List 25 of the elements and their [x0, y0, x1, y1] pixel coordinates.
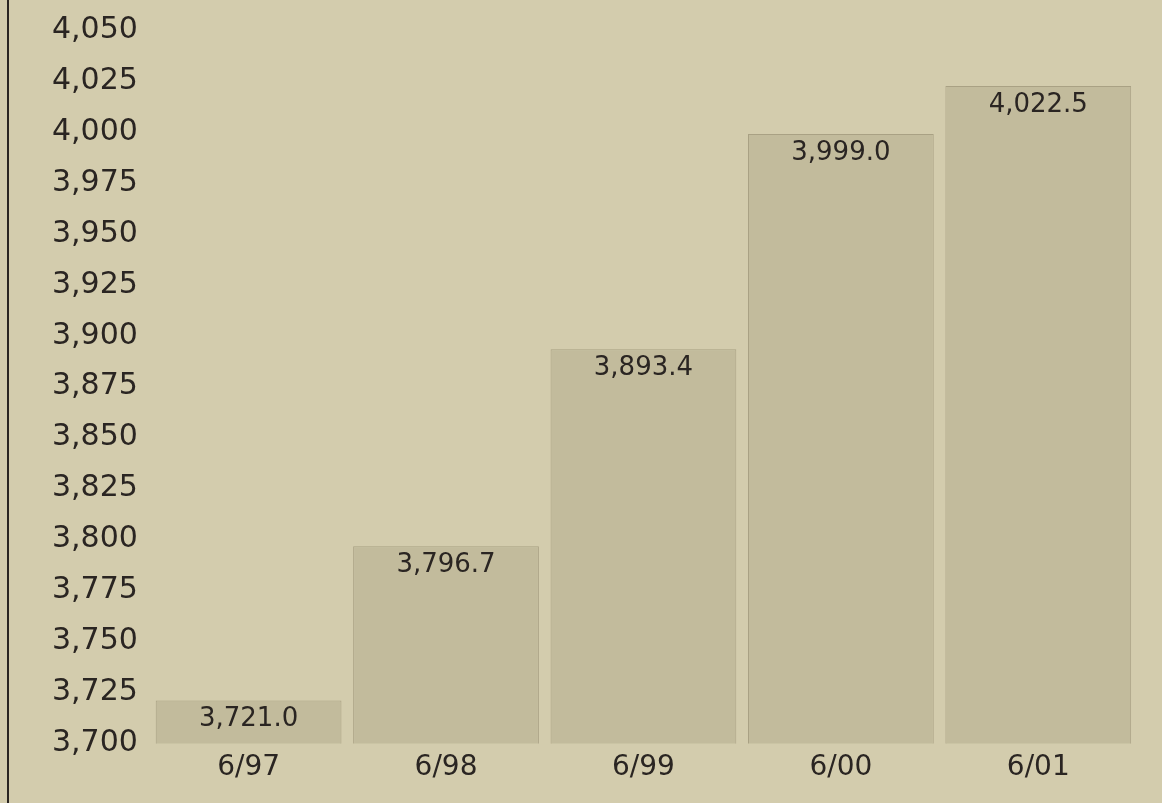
- x-tick-label: 6/01: [1006, 749, 1070, 783]
- x-tick-label: 6/99: [612, 749, 675, 783]
- y-tick-label: 3,725: [51, 672, 138, 708]
- y-tick-label: 4,050: [51, 9, 138, 45]
- y-tick-label: 3,700: [51, 723, 138, 759]
- y-tick-label: 4,000: [51, 111, 138, 147]
- y-tick-label: 3,850: [51, 417, 138, 453]
- x-tick-label: 6/98: [414, 749, 478, 783]
- data-label: 3,893.4: [593, 350, 694, 381]
- y-tick-label: 3,950: [51, 213, 138, 249]
- x-tick-label: 6/00: [809, 749, 873, 783]
- y-tick-label: 3,825: [51, 468, 138, 504]
- y-tick-label: 3,800: [51, 519, 138, 555]
- x-tick-label: 6/97: [217, 749, 281, 783]
- y-tick-label: 3,775: [51, 570, 138, 606]
- data-label: 3,721.0: [198, 702, 299, 733]
- y-tick-label: 3,900: [51, 315, 138, 351]
- y-tick-label: 3,975: [51, 162, 138, 198]
- y-tick-label: 3,925: [51, 264, 138, 300]
- data-label: 3,999.0: [791, 135, 891, 166]
- y-tick-label: 3,750: [51, 621, 138, 657]
- data-label: 3,796.7: [396, 548, 496, 579]
- data-label: 4,022.5: [988, 87, 1088, 118]
- y-tick-label: 3,875: [51, 366, 138, 402]
- y-tick-label: 4,025: [51, 60, 138, 96]
